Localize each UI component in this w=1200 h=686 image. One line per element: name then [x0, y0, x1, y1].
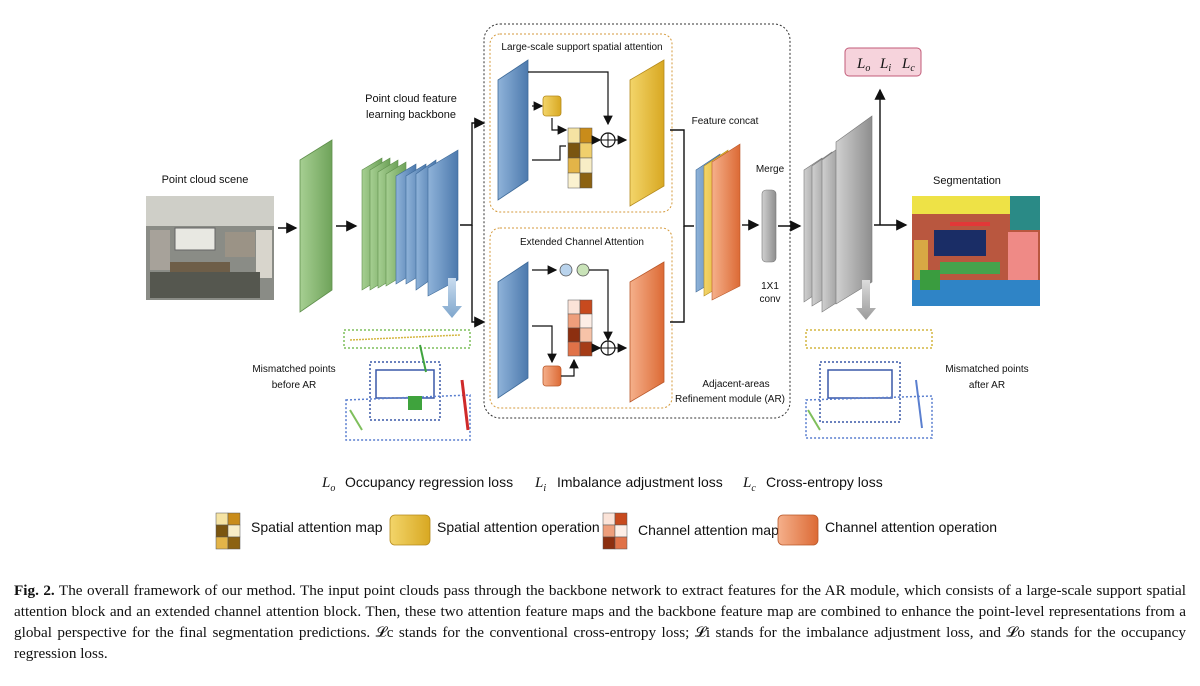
figure-caption: Fig. 2. The overall framework of our met… [14, 580, 1186, 664]
spatial-attention-title: Large-scale support spatial attention [501, 42, 662, 53]
ar-module-label-line1: Adjacent-areas [702, 379, 769, 390]
loss-legend-li-symbol: Li [534, 475, 546, 494]
before-label-line1: Mismatched points [252, 364, 335, 375]
loss-legend: Lo Occupancy regression loss Li Imbalanc… [321, 474, 883, 494]
operation-legend: Spatial attention map Spatial attention … [215, 512, 997, 550]
legend-spatial-operation-swatch [389, 514, 431, 546]
loss-legend-lo-text: Occupancy regression loss [345, 474, 513, 490]
channel-attention-map [567, 299, 593, 357]
merge-label: Merge [756, 164, 785, 175]
loss-legend-lo-symbol: Lo [321, 475, 335, 494]
loss-box-lo: Lo [856, 56, 870, 74]
legend-spatial-map-text: Spatial attention map [251, 519, 383, 535]
framework-diagram: Point cloud scene Point cloud feature le… [146, 23, 1040, 550]
ar-module-label-line2: Refinement module (AR) [675, 394, 785, 405]
backbone-input-layer [299, 139, 333, 313]
spatial-plus-operator [600, 132, 616, 148]
after-label-line2: after AR [969, 380, 1005, 391]
spatial-input-feature [497, 59, 529, 201]
conv-label-line2: conv [759, 294, 780, 305]
legend-spatial-operation-text: Spatial attention operation [437, 519, 600, 535]
caption-text: The overall framework of our method. The… [14, 582, 1186, 662]
segmentation-label: Segmentation [933, 175, 1001, 187]
merge-conv-block [761, 189, 777, 263]
down-arrow-after [856, 280, 876, 320]
loss-box-li: Li [879, 56, 891, 74]
segmentation-image [912, 196, 1040, 306]
backbone-label-line1: Point cloud feature [365, 93, 457, 105]
channel-output-feature [629, 261, 665, 403]
channel-attention-block [489, 227, 673, 409]
spatial-output-feature [629, 59, 665, 207]
concat-feature-stack [695, 143, 741, 301]
channel-input-feature [497, 261, 529, 399]
loss-box [844, 47, 922, 77]
channel-attention-title: Extended Channel Attention [520, 237, 644, 248]
after-label-line1: Mismatched points [945, 364, 1028, 375]
loss-box-lc: Lc [901, 56, 915, 74]
mismatched-before-image [343, 329, 471, 441]
legend-channel-operation-swatch [777, 514, 819, 546]
channel-plus-operator [600, 340, 616, 356]
spatial-attention-operation-block [542, 95, 562, 117]
conv-label-line1: 1X1 [761, 281, 779, 292]
mismatched-after-image [805, 329, 933, 439]
caption-fig-number: Fig. 2. [14, 582, 55, 599]
spatial-attention-block [489, 33, 673, 213]
decoder-stack [803, 115, 873, 313]
backbone-label-line2: learning backbone [366, 109, 456, 121]
legend-channel-map-text: Channel attention map [638, 522, 779, 538]
loss-legend-lc-symbol: Lc [742, 475, 756, 494]
legend-channel-map-swatch [602, 512, 628, 550]
channel-pool-node-2 [576, 263, 590, 277]
down-arrow-before [442, 278, 462, 318]
backbone-stack [361, 149, 459, 297]
channel-pool-node-1 [559, 263, 573, 277]
legend-spatial-map-swatch [215, 512, 241, 550]
channel-attention-operation-block [542, 365, 562, 387]
ar-module-box [483, 23, 791, 419]
before-label-line2: before AR [272, 380, 316, 391]
legend-channel-operation-text: Channel attention operation [825, 519, 997, 535]
loss-legend-li-text: Imbalance adjustment loss [557, 474, 723, 490]
spatial-attention-map [567, 127, 593, 189]
loss-legend-lc-text: Cross-entropy loss [766, 474, 883, 490]
scene-label: Point cloud scene [162, 174, 249, 186]
feature-concat-label: Feature concat [692, 116, 759, 127]
point-cloud-scene-image [146, 196, 274, 300]
